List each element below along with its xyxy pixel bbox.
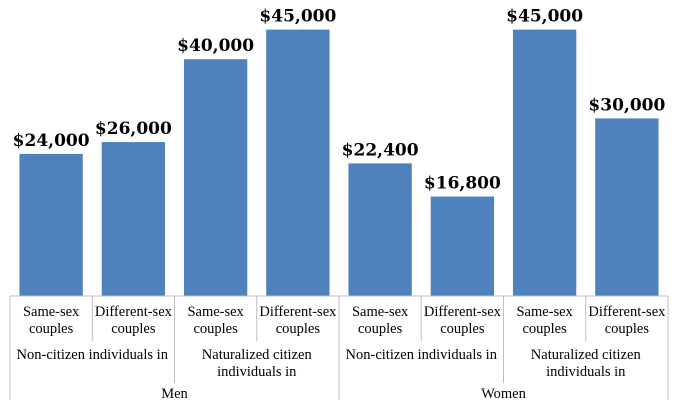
category-tick-label: Same-sex couples — [516, 304, 573, 337]
data-label: $45,000 — [259, 7, 336, 27]
bar — [595, 118, 659, 297]
category-tick-label: Same-sex couples — [23, 304, 80, 337]
data-label: $40,000 — [177, 36, 254, 56]
bar — [430, 196, 495, 296]
data-label: $24,000 — [13, 131, 90, 151]
bar — [266, 29, 330, 296]
group-label: Men — [161, 386, 188, 402]
subgroup-label: Non-citizen individuals in — [346, 347, 498, 363]
bar — [183, 59, 248, 297]
bar — [512, 29, 577, 296]
category-axis: Same-sex couples Different-sex couples Same-… — [9, 295, 669, 402]
data-label: $22,400 — [342, 140, 419, 160]
category-tick-label: Different-sex couples — [588, 304, 666, 337]
data-label: $16,800 — [424, 174, 501, 194]
subgroup-label: Naturalized citizen individuals in — [202, 347, 313, 380]
data-label: $30,000 — [588, 95, 665, 115]
bar — [348, 163, 412, 296]
bars-layer: $24,000$26,000$40,000$45,000$22,400$16,8… — [13, 7, 665, 297]
data-label: $45,000 — [506, 7, 583, 27]
category-tick-label: Different-sex couples — [95, 304, 173, 337]
category-tick-label: Same-sex couples — [187, 304, 244, 337]
group-label: Women — [481, 386, 526, 402]
subgroup-label: Naturalized citizen individuals in — [531, 347, 642, 380]
category-tick-label: Same-sex couples — [352, 304, 409, 337]
bar — [19, 153, 83, 296]
category-tick-label: Different-sex couples — [259, 304, 337, 337]
category-tick-label: Different-sex couples — [424, 304, 502, 337]
subgroup-label: Non-citizen individuals in — [17, 347, 169, 363]
data-label: $26,000 — [95, 119, 172, 139]
bar — [101, 142, 166, 296]
